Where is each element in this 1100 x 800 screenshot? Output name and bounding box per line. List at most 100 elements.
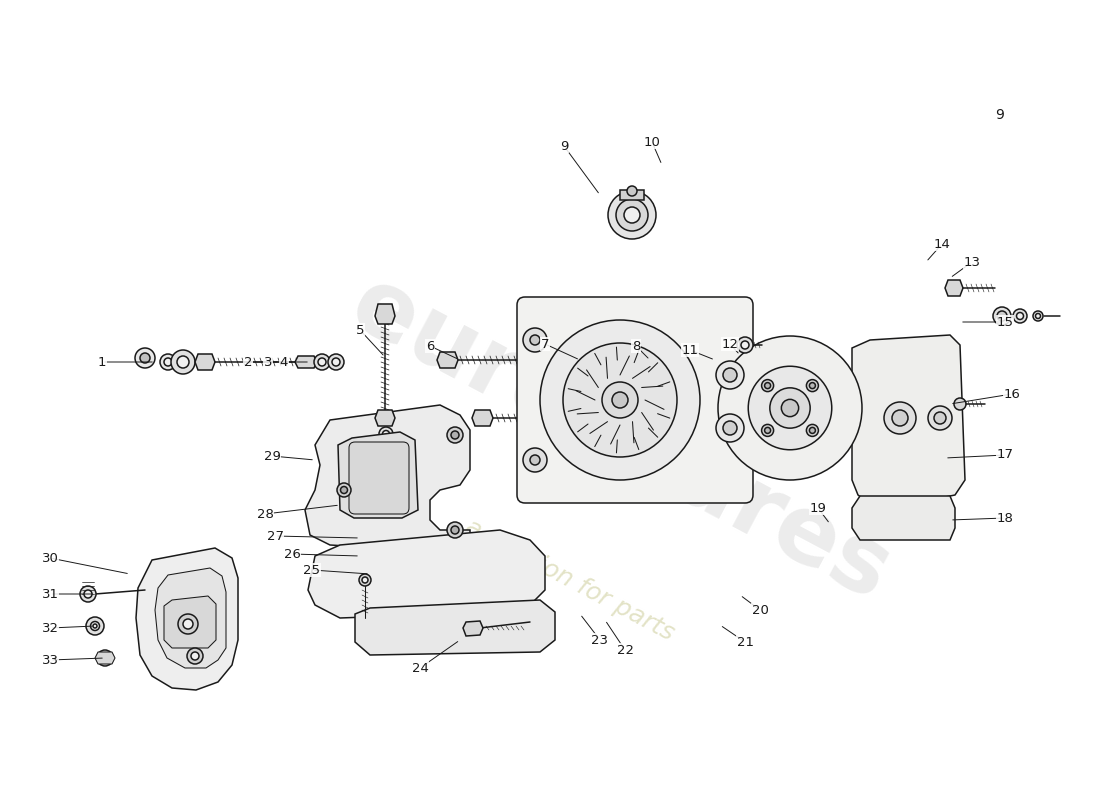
Polygon shape xyxy=(852,335,965,504)
Text: 9: 9 xyxy=(560,139,569,153)
Circle shape xyxy=(616,199,648,231)
Circle shape xyxy=(332,358,340,366)
Circle shape xyxy=(563,343,676,457)
Circle shape xyxy=(716,414,744,442)
Text: 26: 26 xyxy=(284,547,300,561)
Circle shape xyxy=(764,382,771,389)
Text: 20: 20 xyxy=(751,603,769,617)
Circle shape xyxy=(627,186,637,196)
Text: 25: 25 xyxy=(304,563,320,577)
FancyBboxPatch shape xyxy=(517,297,754,503)
Circle shape xyxy=(624,207,640,223)
Text: 16: 16 xyxy=(1003,387,1021,401)
Circle shape xyxy=(101,654,109,662)
Text: eurospares: eurospares xyxy=(334,259,905,621)
Circle shape xyxy=(164,358,172,366)
Polygon shape xyxy=(95,652,116,664)
Circle shape xyxy=(623,409,641,427)
Circle shape xyxy=(1033,311,1043,321)
Text: 10: 10 xyxy=(644,135,660,149)
Circle shape xyxy=(761,379,773,391)
Circle shape xyxy=(602,382,638,418)
Circle shape xyxy=(993,307,1011,325)
Circle shape xyxy=(447,427,463,443)
Circle shape xyxy=(86,617,104,635)
Polygon shape xyxy=(305,405,470,550)
Circle shape xyxy=(451,526,459,534)
FancyBboxPatch shape xyxy=(349,442,409,514)
Circle shape xyxy=(383,430,389,438)
Circle shape xyxy=(337,483,351,497)
Circle shape xyxy=(170,350,195,374)
Text: 31: 31 xyxy=(42,587,58,601)
Circle shape xyxy=(934,412,946,424)
Circle shape xyxy=(94,624,97,628)
Circle shape xyxy=(781,399,799,417)
Text: 8: 8 xyxy=(631,339,640,353)
Circle shape xyxy=(588,351,607,369)
Circle shape xyxy=(884,402,916,434)
Text: 19: 19 xyxy=(810,502,826,514)
Circle shape xyxy=(362,577,369,583)
Text: 27: 27 xyxy=(266,530,284,542)
Circle shape xyxy=(723,421,737,435)
Text: 18: 18 xyxy=(997,511,1013,525)
Text: 29: 29 xyxy=(264,450,280,462)
Circle shape xyxy=(160,354,176,370)
Circle shape xyxy=(1013,309,1027,323)
Text: 21: 21 xyxy=(737,635,754,649)
Text: 15: 15 xyxy=(997,315,1013,329)
Circle shape xyxy=(140,353,150,363)
Polygon shape xyxy=(195,354,214,370)
Text: 7: 7 xyxy=(541,338,549,350)
Circle shape xyxy=(530,455,540,465)
Polygon shape xyxy=(164,596,216,648)
Polygon shape xyxy=(295,356,317,368)
Circle shape xyxy=(187,648,204,664)
Text: 11: 11 xyxy=(682,343,698,357)
Text: 22: 22 xyxy=(616,643,634,657)
Circle shape xyxy=(954,398,966,410)
Circle shape xyxy=(530,335,540,345)
Circle shape xyxy=(892,410,907,426)
Circle shape xyxy=(1016,313,1023,319)
Polygon shape xyxy=(338,432,418,518)
Text: 3: 3 xyxy=(264,355,273,369)
Circle shape xyxy=(379,427,393,441)
Text: 13: 13 xyxy=(964,255,980,269)
Circle shape xyxy=(183,619,192,629)
Circle shape xyxy=(764,427,771,434)
Circle shape xyxy=(1035,314,1041,318)
Text: 32: 32 xyxy=(42,622,58,634)
Polygon shape xyxy=(308,530,544,618)
Polygon shape xyxy=(472,410,493,426)
Circle shape xyxy=(627,414,637,422)
Circle shape xyxy=(748,366,832,450)
Circle shape xyxy=(451,431,459,439)
Circle shape xyxy=(718,336,862,480)
Circle shape xyxy=(806,425,818,437)
Circle shape xyxy=(612,392,628,408)
Circle shape xyxy=(341,486,348,494)
Circle shape xyxy=(737,337,754,353)
Text: 4: 4 xyxy=(279,355,288,369)
Text: 23: 23 xyxy=(592,634,608,646)
Circle shape xyxy=(997,311,1006,321)
Text: 24: 24 xyxy=(411,662,428,674)
Text: a passion for parts: a passion for parts xyxy=(461,514,679,646)
Circle shape xyxy=(314,354,330,370)
Circle shape xyxy=(522,448,547,472)
Text: 17: 17 xyxy=(997,449,1013,462)
Circle shape xyxy=(135,348,155,368)
Polygon shape xyxy=(463,621,483,636)
Polygon shape xyxy=(945,280,962,296)
Polygon shape xyxy=(852,496,955,540)
Polygon shape xyxy=(437,352,458,368)
Text: 33: 33 xyxy=(42,654,58,666)
Text: 6: 6 xyxy=(426,339,434,353)
Circle shape xyxy=(928,406,952,430)
Circle shape xyxy=(593,355,603,365)
Circle shape xyxy=(770,388,811,428)
Circle shape xyxy=(761,425,773,437)
Circle shape xyxy=(328,354,344,370)
